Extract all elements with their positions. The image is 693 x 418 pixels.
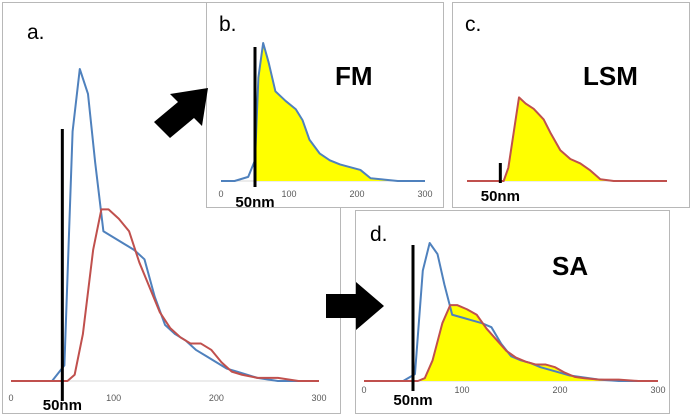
panel-b: 0 100 200 300 50nm b. FM — [206, 2, 444, 209]
area-red-d — [413, 305, 658, 381]
chart-b: 0 100 200 300 50nm — [218, 42, 433, 209]
tick-label-a: 200 — [209, 393, 224, 403]
series-line-blue-a — [11, 68, 319, 382]
marker-label-a: 50nm — [43, 397, 82, 414]
tick-label-b: 300 — [417, 189, 432, 199]
panel-d-title: SA — [552, 251, 589, 281]
arrow-to-b-icon — [154, 88, 208, 138]
panel-b-title: FM — [335, 61, 373, 91]
tick-label-b: 200 — [349, 189, 364, 199]
area-blue-b — [255, 43, 425, 181]
marker-label-b: 50nm — [235, 194, 274, 209]
tick-label-d: 300 — [650, 385, 665, 395]
series-line-red-a — [11, 208, 319, 382]
panel-b-label: b. — [219, 13, 237, 36]
panel-c: 50nm c. LSM — [452, 2, 690, 208]
series-line-red-d — [364, 304, 658, 382]
panel-c-title: LSM — [583, 61, 638, 91]
tick-label-d: 100 — [454, 385, 469, 395]
chart-a: 0 100 200 300 50nm — [8, 68, 327, 414]
panel-a-label: a. — [27, 21, 45, 44]
chart-c: 50nm — [467, 96, 667, 205]
series-line-blue-b — [221, 42, 425, 182]
marker-label-d: 50nm — [393, 392, 432, 409]
marker-label-c: 50nm — [481, 188, 520, 205]
tick-label-d: 0 — [361, 385, 366, 395]
chart-d: 0 100 200 300 50nm — [361, 242, 666, 409]
series-line-red-c — [467, 96, 667, 182]
tick-label-b: 100 — [281, 189, 296, 199]
panel-c-label: c. — [465, 13, 482, 36]
panel-d-label: d. — [370, 223, 388, 246]
panel-d: 0 100 200 300 50nm d. SA — [355, 210, 670, 414]
tick-label-a: 300 — [311, 393, 326, 403]
tick-label-a: 100 — [106, 393, 121, 403]
arrow-to-d-icon — [326, 282, 384, 330]
area-red-c — [500, 97, 667, 181]
tick-label-a: 0 — [8, 393, 13, 403]
tick-label-b: 0 — [218, 189, 223, 199]
tick-label-d: 200 — [552, 385, 567, 395]
